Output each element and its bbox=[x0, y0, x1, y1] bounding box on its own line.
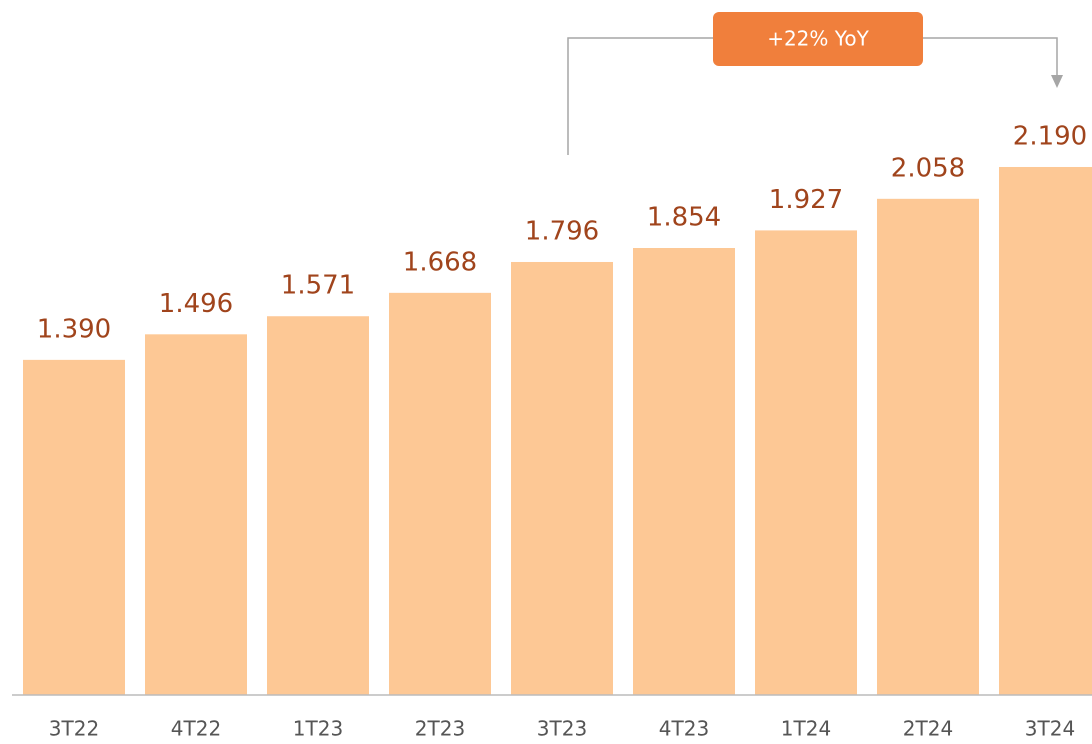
x-tick-label: 4T22 bbox=[171, 717, 221, 741]
arrow-head bbox=[1051, 75, 1063, 88]
bar bbox=[389, 292, 491, 695]
annotation-text: +22% YoY bbox=[767, 27, 869, 51]
bar bbox=[23, 359, 125, 695]
bar bbox=[999, 166, 1092, 696]
bar bbox=[877, 198, 979, 695]
bar bbox=[633, 248, 735, 695]
x-tick-label: 2T24 bbox=[903, 717, 953, 741]
x-tick-label: 2T23 bbox=[415, 717, 465, 741]
bar bbox=[755, 230, 857, 695]
value-label: 1.927 bbox=[769, 185, 843, 215]
x-tick-label: 3T24 bbox=[1025, 717, 1075, 741]
value-label: 1.854 bbox=[647, 203, 721, 233]
value-label: 2.058 bbox=[891, 153, 965, 183]
bar bbox=[267, 316, 369, 695]
x-tick-label: 4T23 bbox=[659, 717, 709, 741]
annotation-box bbox=[713, 12, 923, 66]
value-label: 1.668 bbox=[403, 247, 477, 277]
bracket-left bbox=[567, 37, 713, 155]
bar bbox=[511, 261, 613, 695]
x-tick-label: 1T23 bbox=[293, 717, 343, 741]
value-label: 2.190 bbox=[1013, 121, 1087, 151]
x-tick-label: 3T23 bbox=[537, 717, 587, 741]
x-tick-label: 1T24 bbox=[781, 717, 831, 741]
bracket-right bbox=[923, 37, 1058, 76]
value-label: 1.571 bbox=[281, 271, 355, 301]
value-label: 1.496 bbox=[159, 289, 233, 319]
x-tick-label: 3T22 bbox=[49, 717, 99, 741]
bar bbox=[145, 334, 247, 695]
value-label: 1.796 bbox=[525, 216, 599, 246]
value-label: 1.390 bbox=[37, 314, 111, 344]
